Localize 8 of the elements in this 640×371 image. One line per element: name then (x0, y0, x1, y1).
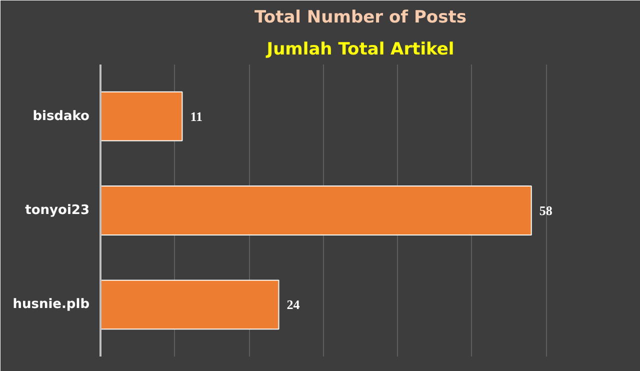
chart-title: Total Number of Posts (254, 8, 466, 28)
y-tick-label: tonyoi23 (25, 203, 90, 218)
y-tick-label: husnie.plb (12, 297, 90, 312)
y-tick-label: bisdako (32, 108, 90, 124)
data-label: 24 (286, 297, 300, 312)
chart-subtitle: Jumlah Total Artikel (266, 40, 454, 60)
data-label: 11 (190, 108, 203, 124)
data-label: 58 (539, 203, 553, 218)
